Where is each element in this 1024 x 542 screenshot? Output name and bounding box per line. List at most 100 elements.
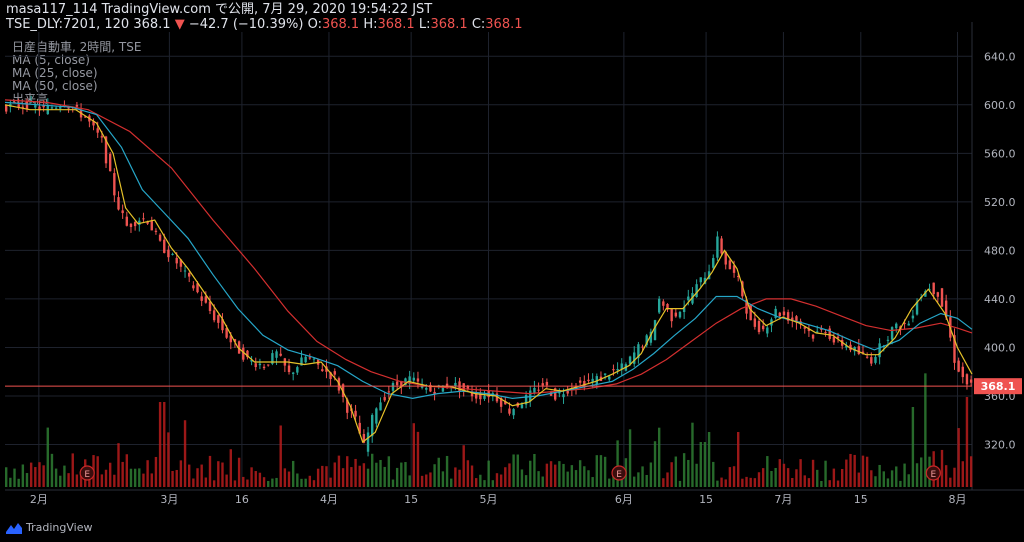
volume-bar <box>117 443 120 487</box>
candle-body <box>512 409 515 416</box>
volume-bar <box>283 468 287 487</box>
volume-bar <box>275 477 278 487</box>
volume-bar <box>924 373 927 487</box>
volume-bar <box>104 469 108 487</box>
volume-bar <box>129 468 133 487</box>
volume-bar <box>782 463 786 487</box>
volume-bar <box>212 480 216 487</box>
candle-body <box>670 308 673 322</box>
volume-bar <box>458 469 461 487</box>
candle-body <box>188 272 191 277</box>
volume-bar <box>595 455 598 487</box>
candle-body <box>620 363 623 370</box>
candle-body <box>221 319 224 331</box>
candle-body <box>354 410 357 417</box>
legend-ma50[interactable]: MA (50, close) <box>12 79 98 93</box>
volume-bar <box>391 479 395 487</box>
volume-bar <box>29 462 33 487</box>
candle-body <box>712 258 715 268</box>
candle-body <box>158 234 162 241</box>
candle-body <box>92 120 95 126</box>
candle-body <box>321 369 324 372</box>
candle-body <box>807 328 811 332</box>
candle-body <box>737 276 740 278</box>
candle-body <box>961 366 965 378</box>
volume-bar <box>537 471 540 487</box>
volume-bar <box>296 473 299 487</box>
volume-bar <box>233 480 237 487</box>
volume-bar <box>113 474 116 487</box>
candle-body <box>129 223 133 228</box>
candle-body <box>258 363 262 366</box>
earnings-marker-icon[interactable] <box>611 465 627 481</box>
candle-body <box>786 312 790 321</box>
candle-body <box>146 221 149 224</box>
ohlc-line: TSE_DLY:7201, 120 368.1 ▼ −42.7 (−10.39%… <box>6 17 523 32</box>
earnings-marker-icon[interactable] <box>79 465 95 481</box>
legend-symbol-title[interactable]: 日産自動車, 2時間, TSE <box>12 40 142 54</box>
candle-body <box>225 328 228 338</box>
candle-body <box>616 369 619 371</box>
candle-body <box>562 394 565 398</box>
volume-bar <box>682 453 686 487</box>
volume-bar <box>878 464 881 487</box>
candle-body <box>150 221 153 231</box>
legend-ma25[interactable]: MA (25, close) <box>12 66 98 80</box>
volume-bar <box>583 466 586 487</box>
earnings-marker-icon[interactable] <box>925 465 941 481</box>
volume-bar <box>470 465 474 487</box>
volume-bar <box>200 464 203 487</box>
earnings-marker-label: E <box>84 470 90 480</box>
candle-body <box>5 105 8 112</box>
candle-body <box>204 296 208 303</box>
ma5-line <box>4 104 973 444</box>
close-value: 368.1 <box>485 17 523 32</box>
volume-bar <box>491 480 495 487</box>
candle-body <box>242 347 245 360</box>
candle-body <box>499 397 503 407</box>
volume-bar <box>649 462 653 487</box>
candle-body <box>578 380 582 383</box>
time-tick-label: 5月 <box>480 493 498 506</box>
volume-bar <box>271 478 274 487</box>
volume-bar <box>757 472 761 487</box>
volume-bar <box>915 463 919 487</box>
volume-bar <box>895 466 898 487</box>
volume-bar <box>774 467 777 487</box>
volume-bar <box>487 460 490 487</box>
volume-bar <box>745 476 748 487</box>
candle-body <box>291 372 295 374</box>
volume-bar <box>229 449 232 487</box>
volume-bar <box>533 453 536 487</box>
volume-bar <box>512 454 515 487</box>
volume-bar <box>874 476 877 487</box>
volume-bar <box>728 467 732 487</box>
volume-bar <box>291 460 295 487</box>
candle-body <box>687 296 690 301</box>
volume-bar <box>242 476 245 487</box>
ma50-line <box>4 99 973 395</box>
candle-body <box>524 394 528 405</box>
volume-bar <box>520 469 524 487</box>
volume-bar <box>188 464 191 487</box>
volume-bar <box>504 467 507 487</box>
high-value: 368.1 <box>377 17 415 32</box>
candle-body <box>495 393 499 402</box>
candle-body <box>628 356 632 364</box>
volume-bar <box>192 478 195 487</box>
candle-body <box>874 356 877 363</box>
candle-body <box>59 107 62 109</box>
volume-bar <box>163 402 166 487</box>
volume-bar <box>5 467 8 487</box>
volume-bar <box>845 459 848 487</box>
candle-body <box>832 336 836 343</box>
volume-bar <box>350 467 353 487</box>
candle-body <box>504 401 507 405</box>
volume-bar <box>732 466 736 487</box>
volume-bar <box>678 480 682 487</box>
time-tick-label: 7月 <box>774 493 792 506</box>
candle-body <box>587 379 590 381</box>
volume-bar <box>346 456 349 487</box>
volume-bar <box>171 470 174 487</box>
